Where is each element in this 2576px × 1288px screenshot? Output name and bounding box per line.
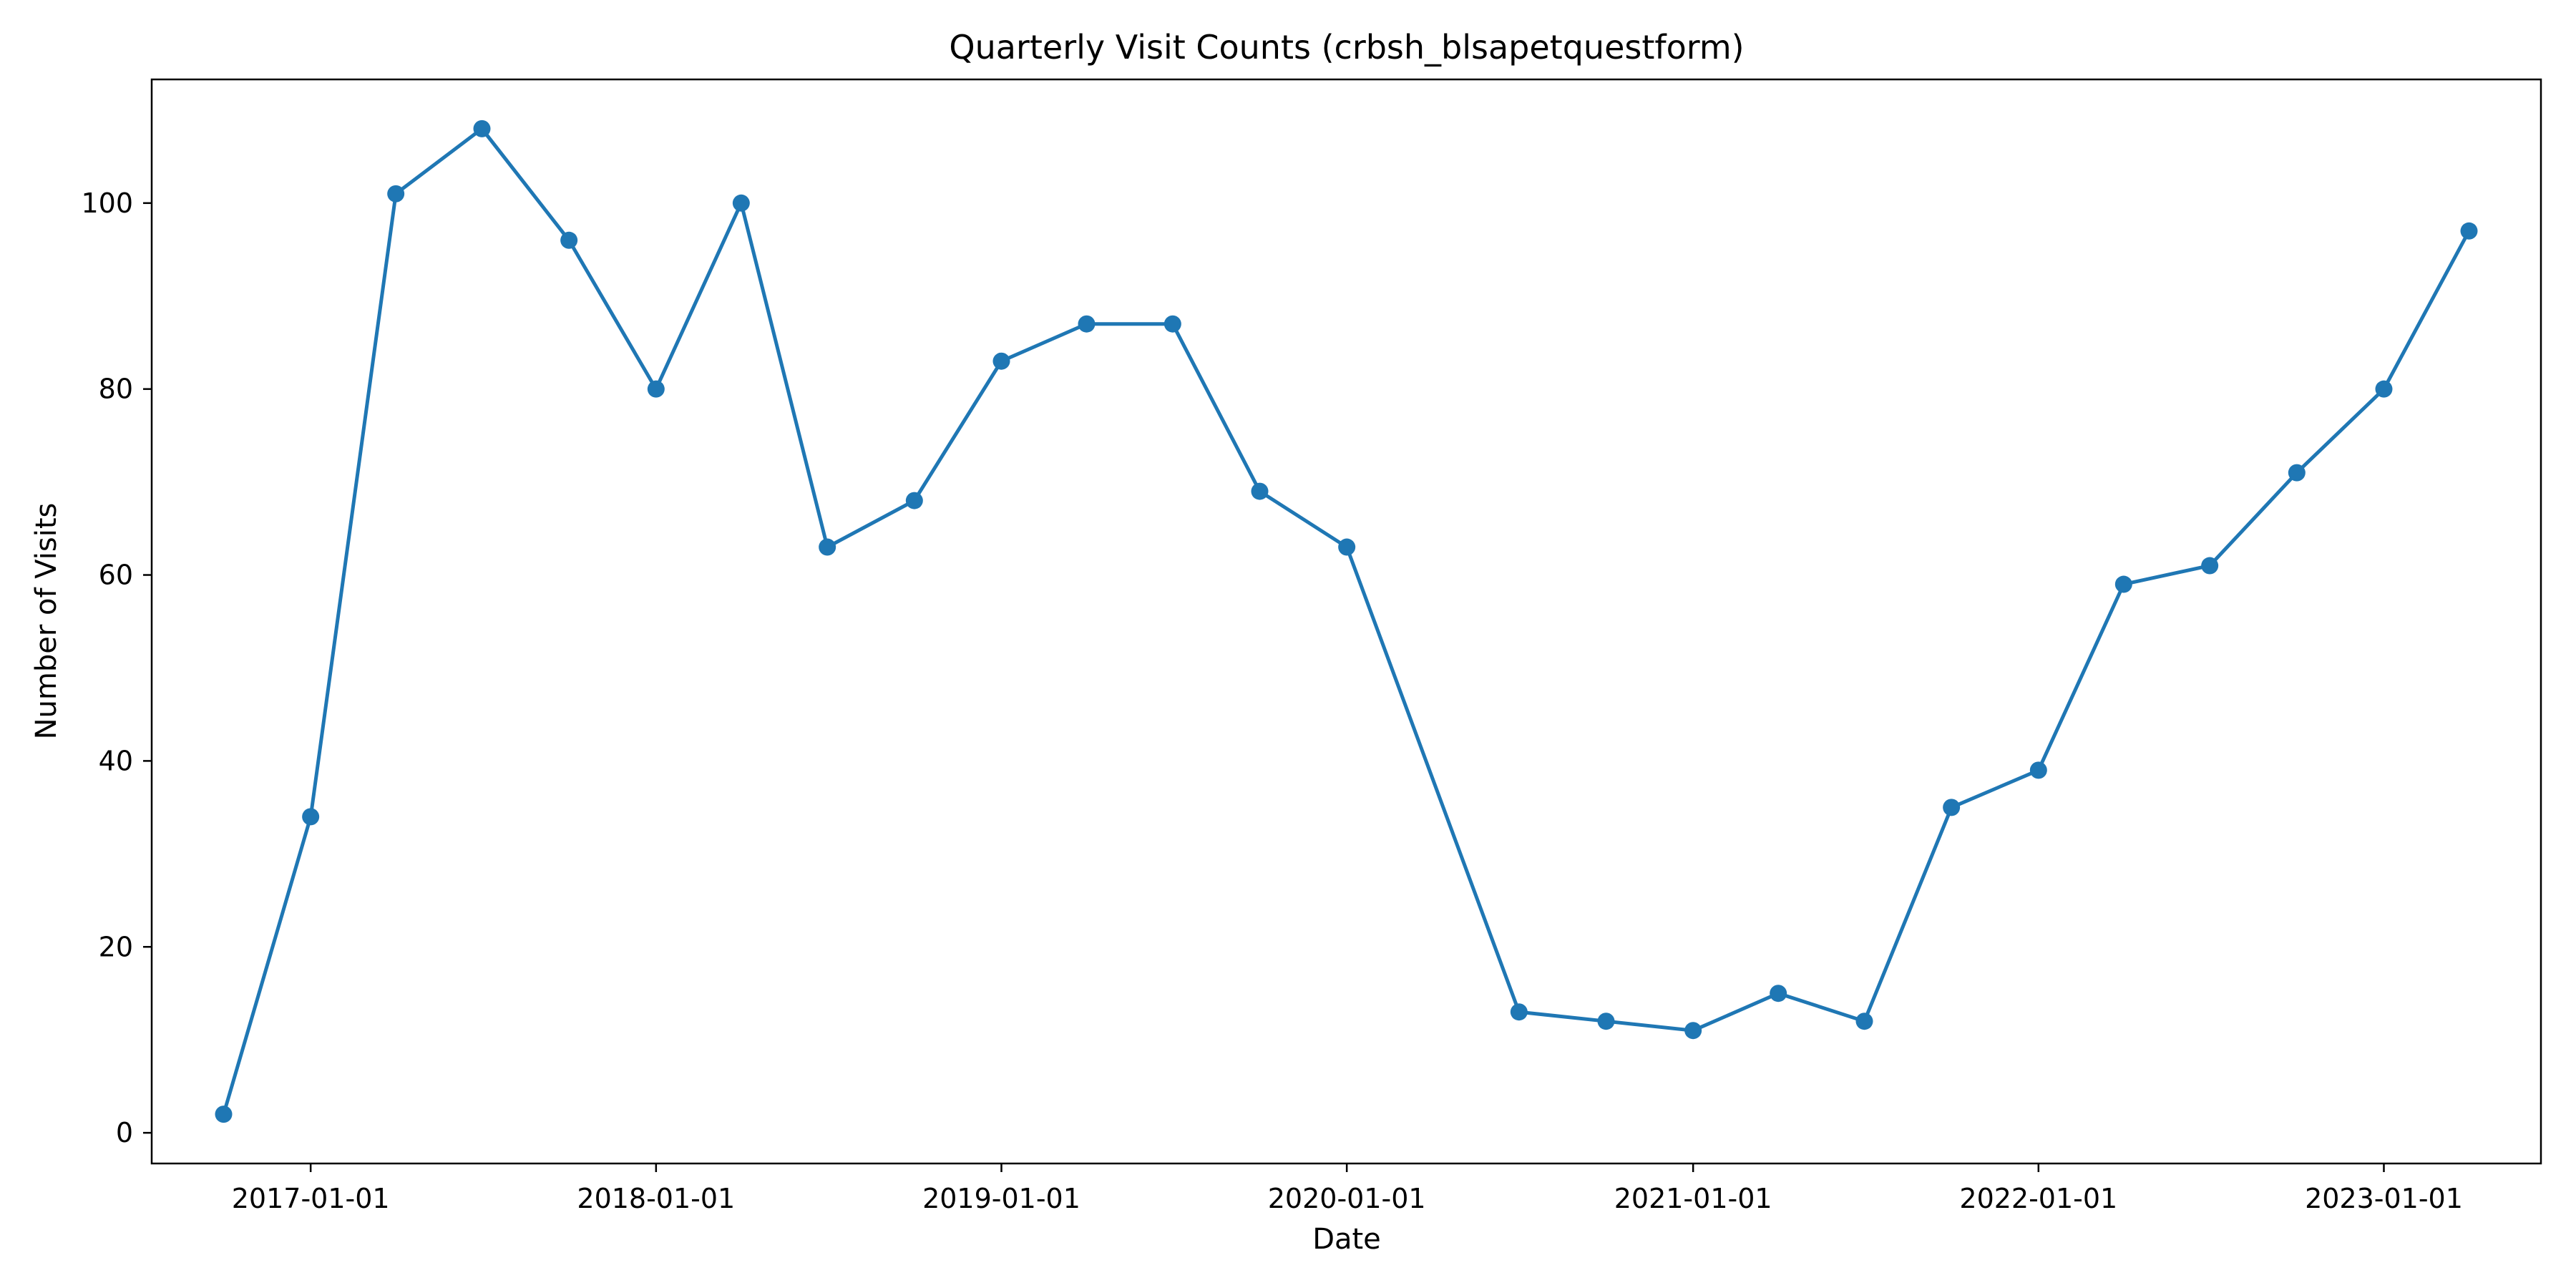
- data-point: [1338, 538, 1356, 556]
- data-point: [560, 231, 578, 249]
- y-tick-label: 80: [99, 374, 133, 405]
- series-points: [215, 119, 2478, 1123]
- data-point: [473, 119, 491, 137]
- y-tick-label: 60: [99, 560, 133, 591]
- data-point: [1510, 1003, 1528, 1021]
- data-point: [1251, 482, 1269, 500]
- data-point: [302, 808, 320, 826]
- data-point: [387, 185, 405, 203]
- data-point: [2201, 557, 2219, 575]
- data-point: [905, 492, 923, 509]
- series-line: [222, 126, 2471, 1115]
- x-tick-label: 2023-01-01: [2305, 1183, 2463, 1214]
- x-tick-label: 2020-01-01: [1268, 1183, 1426, 1214]
- data-point: [1163, 315, 1181, 333]
- x-axis-label: Date: [1312, 1223, 1381, 1256]
- data-point: [2375, 380, 2393, 398]
- data-point: [1770, 985, 1787, 1002]
- data-point: [819, 538, 836, 556]
- data-point: [2114, 575, 2132, 593]
- data-point: [1684, 1022, 1702, 1040]
- data-point: [647, 380, 665, 398]
- x-tick-label: 2017-01-01: [232, 1183, 390, 1214]
- x-tick-label: 2022-01-01: [1959, 1183, 2117, 1214]
- x-tick-label: 2018-01-01: [577, 1183, 735, 1214]
- y-tick-label: 0: [116, 1117, 133, 1148]
- data-point: [2029, 761, 2047, 779]
- y-axis: 0 20 40 60 80 100: [81, 187, 152, 1148]
- x-tick-label: 2019-01-01: [922, 1183, 1080, 1214]
- data-point: [2460, 222, 2478, 240]
- data-point: [732, 194, 750, 212]
- y-tick-label: 20: [99, 931, 133, 962]
- data-point: [1597, 1013, 1615, 1030]
- data-point: [992, 352, 1010, 370]
- y-tick-label: 40: [99, 745, 133, 776]
- data-point: [215, 1106, 233, 1123]
- data-point: [2288, 464, 2306, 482]
- x-tick-label: 2021-01-01: [1614, 1183, 1772, 1214]
- y-tick-label: 100: [81, 187, 133, 219]
- y-axis-label: Number of Visits: [30, 503, 63, 740]
- data-point: [1855, 1013, 1873, 1030]
- data-point: [1943, 799, 1961, 816]
- x-axis: 2017-01-01 2018-01-01 2019-01-01 2020-01-01…: [232, 1163, 2463, 1214]
- data-point: [1078, 315, 1096, 333]
- chart-title: Quarterly Visit Counts (crbsh_blsapetque…: [949, 28, 1744, 67]
